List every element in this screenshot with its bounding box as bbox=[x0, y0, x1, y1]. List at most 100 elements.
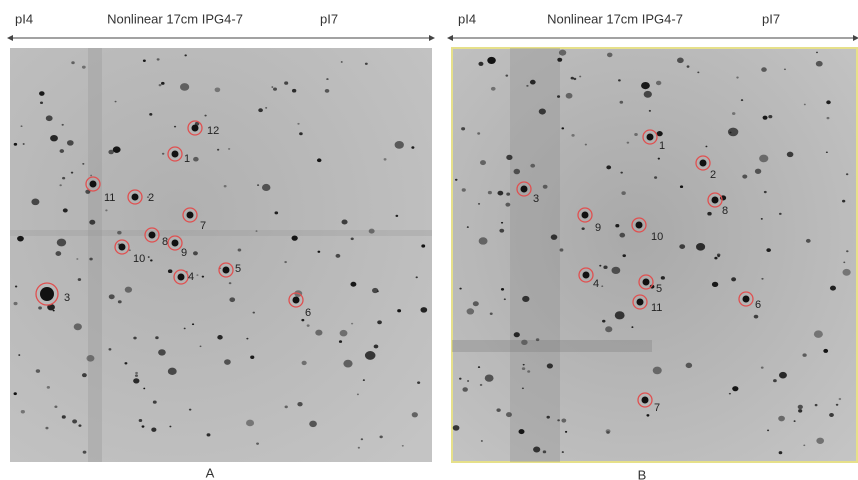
blob bbox=[499, 228, 505, 233]
blob bbox=[727, 127, 739, 137]
spot-marker bbox=[35, 282, 59, 306]
blob bbox=[500, 287, 505, 291]
blob bbox=[199, 345, 202, 348]
spot-label: 4 bbox=[188, 271, 194, 283]
blob bbox=[677, 57, 684, 64]
blob bbox=[316, 158, 322, 163]
blob bbox=[467, 380, 470, 382]
blob bbox=[299, 132, 303, 136]
blob bbox=[480, 160, 486, 166]
blob bbox=[147, 256, 150, 258]
blob bbox=[394, 141, 404, 149]
blob bbox=[317, 250, 321, 253]
spot-label: 10 bbox=[651, 231, 663, 243]
blob bbox=[620, 171, 623, 174]
blob bbox=[619, 100, 624, 104]
blob bbox=[31, 198, 40, 206]
blob bbox=[78, 424, 82, 427]
blob bbox=[557, 57, 563, 62]
blob bbox=[401, 444, 404, 447]
blob bbox=[161, 152, 165, 155]
blob bbox=[815, 51, 818, 54]
spot-core bbox=[171, 239, 179, 247]
blob bbox=[237, 248, 242, 252]
gel-image-b bbox=[451, 47, 858, 463]
blob bbox=[490, 86, 496, 91]
blob bbox=[802, 353, 807, 357]
blob bbox=[513, 332, 520, 338]
blob bbox=[77, 278, 82, 281]
blob bbox=[679, 185, 684, 189]
blob bbox=[256, 442, 259, 445]
blob bbox=[480, 440, 483, 442]
blob bbox=[472, 301, 479, 307]
blob bbox=[86, 355, 95, 362]
blob bbox=[843, 261, 846, 264]
blob bbox=[13, 301, 18, 306]
blob bbox=[55, 251, 62, 256]
blob bbox=[571, 134, 575, 137]
blob bbox=[606, 431, 610, 434]
blob bbox=[133, 336, 137, 340]
blob bbox=[845, 173, 849, 176]
blob bbox=[626, 141, 630, 144]
blob bbox=[565, 92, 573, 99]
blob bbox=[135, 371, 138, 375]
blob bbox=[284, 81, 289, 85]
blob bbox=[252, 311, 255, 314]
blob bbox=[196, 274, 199, 276]
blob bbox=[117, 230, 122, 235]
blob bbox=[59, 149, 65, 153]
spot-core bbox=[191, 124, 199, 132]
blob bbox=[151, 427, 157, 432]
blob bbox=[778, 451, 783, 455]
blob bbox=[561, 451, 564, 453]
blob bbox=[50, 134, 58, 142]
blob bbox=[73, 323, 82, 331]
blob bbox=[803, 444, 806, 447]
blob bbox=[660, 276, 665, 280]
blob bbox=[634, 133, 638, 136]
blob bbox=[521, 387, 524, 390]
blob bbox=[169, 425, 172, 428]
blob bbox=[343, 359, 353, 368]
blob bbox=[768, 114, 773, 119]
spot-core bbox=[222, 266, 230, 274]
blob bbox=[368, 228, 375, 234]
blob bbox=[411, 146, 415, 149]
blob bbox=[76, 258, 79, 260]
spot-marker bbox=[642, 129, 658, 145]
blob bbox=[557, 419, 560, 422]
blob bbox=[815, 60, 823, 67]
spot-label: 8 bbox=[162, 236, 168, 248]
blob bbox=[204, 114, 207, 117]
blob bbox=[461, 127, 466, 131]
blob bbox=[778, 415, 785, 422]
blob bbox=[217, 335, 223, 340]
blob bbox=[351, 322, 354, 325]
blob bbox=[35, 369, 41, 373]
blob bbox=[17, 235, 24, 242]
blob bbox=[82, 450, 87, 454]
blob bbox=[108, 348, 112, 351]
blob bbox=[506, 192, 511, 196]
blob bbox=[108, 149, 114, 155]
blob bbox=[522, 295, 530, 303]
blob bbox=[813, 330, 823, 338]
blob bbox=[362, 379, 365, 382]
blob bbox=[679, 244, 686, 250]
blob bbox=[793, 420, 796, 422]
blob bbox=[81, 65, 86, 69]
spot-core bbox=[642, 278, 650, 286]
blob bbox=[466, 308, 475, 315]
spot-core bbox=[131, 193, 139, 201]
blob bbox=[459, 377, 462, 380]
blob bbox=[500, 221, 504, 224]
gel-title: Nonlinear 17cm IPG4-7 bbox=[107, 11, 243, 26]
blob bbox=[395, 214, 399, 217]
blob bbox=[714, 256, 718, 260]
blob bbox=[823, 348, 829, 353]
blob bbox=[138, 419, 143, 423]
blob bbox=[62, 208, 68, 213]
